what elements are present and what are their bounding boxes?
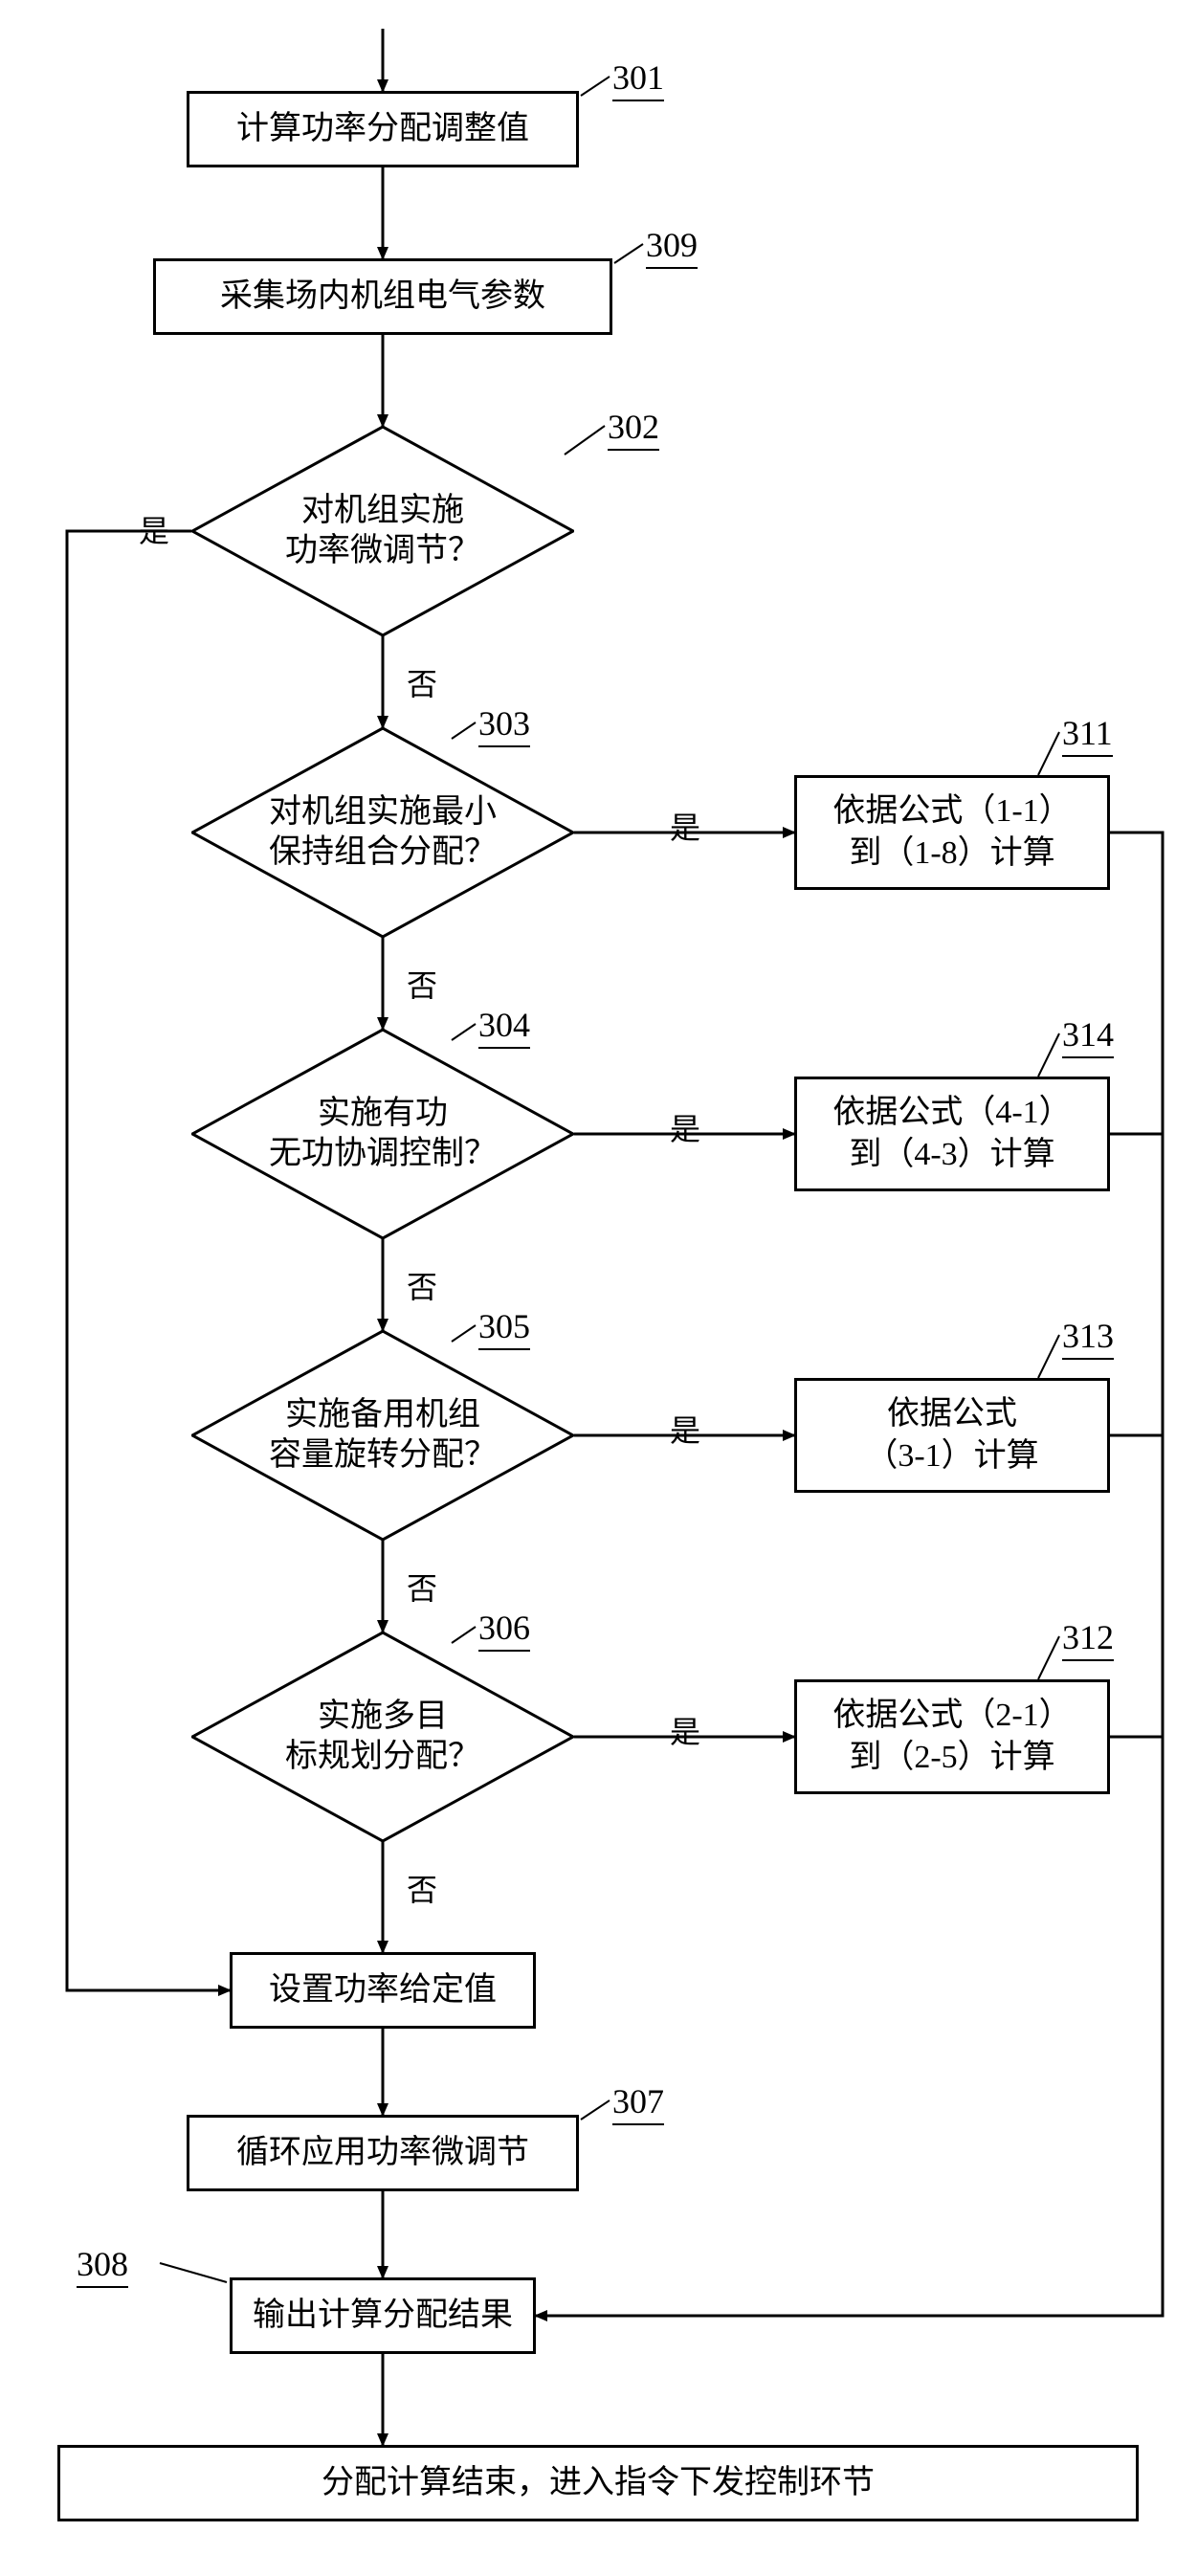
edge-label-no305: 否	[407, 1565, 437, 1609]
box-text: 采集场内机组电气参数	[220, 276, 545, 318]
flowchart-canvas: 计算功率分配调整值 301 采集场内机组电气参数 309 对机组实施功率微调节？ 302 对…	[0, 0, 1198, 2576]
edge-label-no304: 否	[407, 1263, 437, 1307]
ref-label-308: 308	[77, 2244, 128, 2288]
box-n_set: 设置功率给定值	[230, 1952, 536, 2029]
box-n311: 依据公式（1-1）到（1-8）计算	[794, 775, 1110, 890]
ref-label-305: 305	[478, 1306, 530, 1350]
decision-text: 实施备用机组容量旋转分配？	[269, 1395, 497, 1477]
box-text: 依据公式（1-1）到（1-8）计算	[832, 790, 1071, 875]
box-n307: 循环应用功率微调节	[187, 2115, 579, 2191]
decision-text: 对机组实施功率微调节？	[285, 491, 480, 572]
decision-n302: 对机组实施功率微调节？	[191, 426, 574, 636]
edge-label-no303: 否	[407, 962, 437, 1006]
box-n313: 依据公式（3-1）计算	[794, 1378, 1110, 1493]
ref-label-309: 309	[646, 225, 698, 269]
box-text: 依据公式（3-1）计算	[865, 1393, 1038, 1477]
ref-label-304: 304	[478, 1005, 530, 1049]
decision-text: 对机组实施最小保持组合分配？	[269, 792, 497, 874]
ref-label-306: 306	[478, 1608, 530, 1652]
box-text: 设置功率给定值	[269, 1969, 497, 2011]
edge-label-yes304: 是	[670, 1105, 700, 1149]
edge-label-yes303: 是	[670, 804, 700, 848]
box-n308: 输出计算分配结果	[230, 2277, 536, 2354]
box-n309: 采集场内机组电气参数	[153, 258, 612, 335]
ref-label-303: 303	[478, 703, 530, 747]
box-text: 输出计算分配结果	[253, 2295, 513, 2337]
edge-label-yes306: 是	[670, 1708, 700, 1752]
ref-label-301: 301	[612, 57, 664, 101]
ref-label-314: 314	[1062, 1014, 1114, 1058]
ref-label-313: 313	[1062, 1316, 1114, 1360]
box-text: 依据公式（2-1）到（2-5）计算	[832, 1695, 1071, 1779]
ref-label-302: 302	[608, 407, 659, 451]
decision-n303: 对机组实施最小保持组合分配？	[191, 727, 574, 938]
edge-label-no306: 否	[407, 1866, 437, 1910]
decision-text: 实施有功无功协调控制？	[269, 1094, 497, 1175]
box-text: 分配计算结束，进入指令下发控制环节	[322, 2462, 875, 2504]
box-n314: 依据公式（4-1）到（4-3）计算	[794, 1077, 1110, 1191]
box-n312: 依据公式（2-1）到（2-5）计算	[794, 1679, 1110, 1794]
decision-text: 实施多目标规划分配？	[285, 1697, 480, 1778]
box-text: 计算功率分配调整值	[236, 108, 529, 150]
box-text: 循环应用功率微调节	[236, 2132, 529, 2174]
box-text: 依据公式（4-1）到（4-3）计算	[832, 1092, 1071, 1176]
edge-label-yes302: 是	[139, 507, 169, 551]
ref-label-307: 307	[612, 2081, 664, 2125]
edge-label-yes305: 是	[670, 1407, 700, 1451]
ref-label-312: 312	[1062, 1617, 1114, 1661]
box-n_end: 分配计算结束，进入指令下发控制环节	[57, 2445, 1139, 2521]
decision-n304: 实施有功无功协调控制？	[191, 1029, 574, 1239]
edge-label-no302: 否	[407, 660, 437, 704]
decision-n305: 实施备用机组容量旋转分配？	[191, 1330, 574, 1541]
decision-n306: 实施多目标规划分配？	[191, 1632, 574, 1842]
ref-label-311: 311	[1062, 713, 1113, 757]
box-n301: 计算功率分配调整值	[187, 91, 579, 167]
